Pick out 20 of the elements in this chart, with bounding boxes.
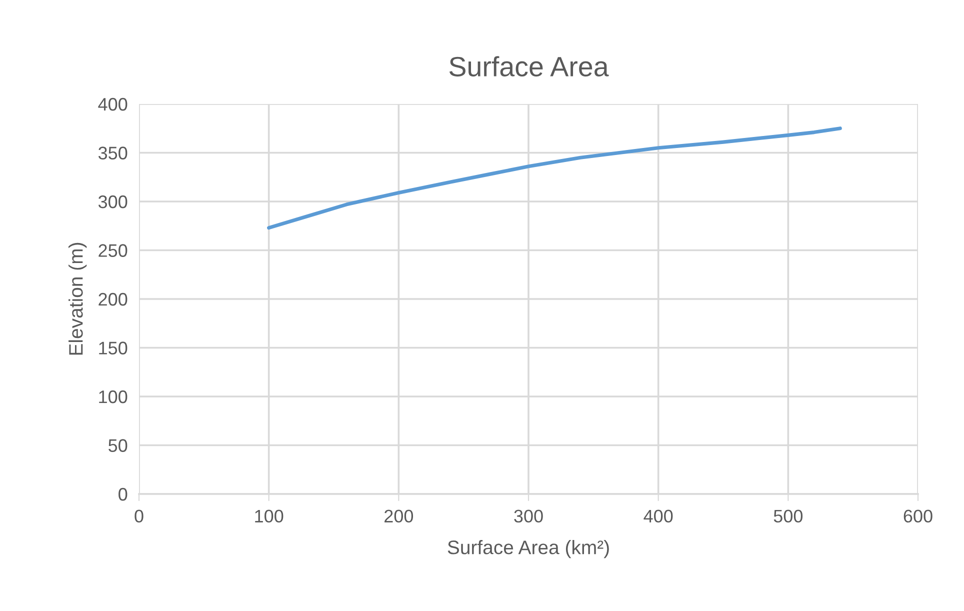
line-series xyxy=(267,126,842,230)
x-tick-label: 200 xyxy=(384,510,414,523)
x-tick-label: 100 xyxy=(255,510,284,523)
x-axis-title: Surface Area (km²) xyxy=(448,540,609,558)
y-axis-title: Elevation (m) xyxy=(68,242,87,355)
x-tick-label: 500 xyxy=(774,510,803,523)
y-tick-label: 50 xyxy=(108,439,128,452)
chart-title: Surface Area xyxy=(449,56,609,76)
x-tick-label: 600 xyxy=(904,510,932,523)
x-tick-label: 400 xyxy=(644,510,673,523)
y-tick-label: 200 xyxy=(98,292,128,306)
y-tick-label: 100 xyxy=(99,390,128,404)
y-tick-label: 350 xyxy=(98,146,128,160)
y-tick-label: 150 xyxy=(99,342,128,354)
x-tick-label: 300 xyxy=(514,510,543,523)
y-tick-label: 400 xyxy=(98,98,128,111)
y-tick-label: 250 xyxy=(98,244,128,257)
y-tick-label: 300 xyxy=(98,195,128,208)
y-tick-label: 0 xyxy=(118,488,128,501)
x-tick-label: 0 xyxy=(134,510,144,523)
